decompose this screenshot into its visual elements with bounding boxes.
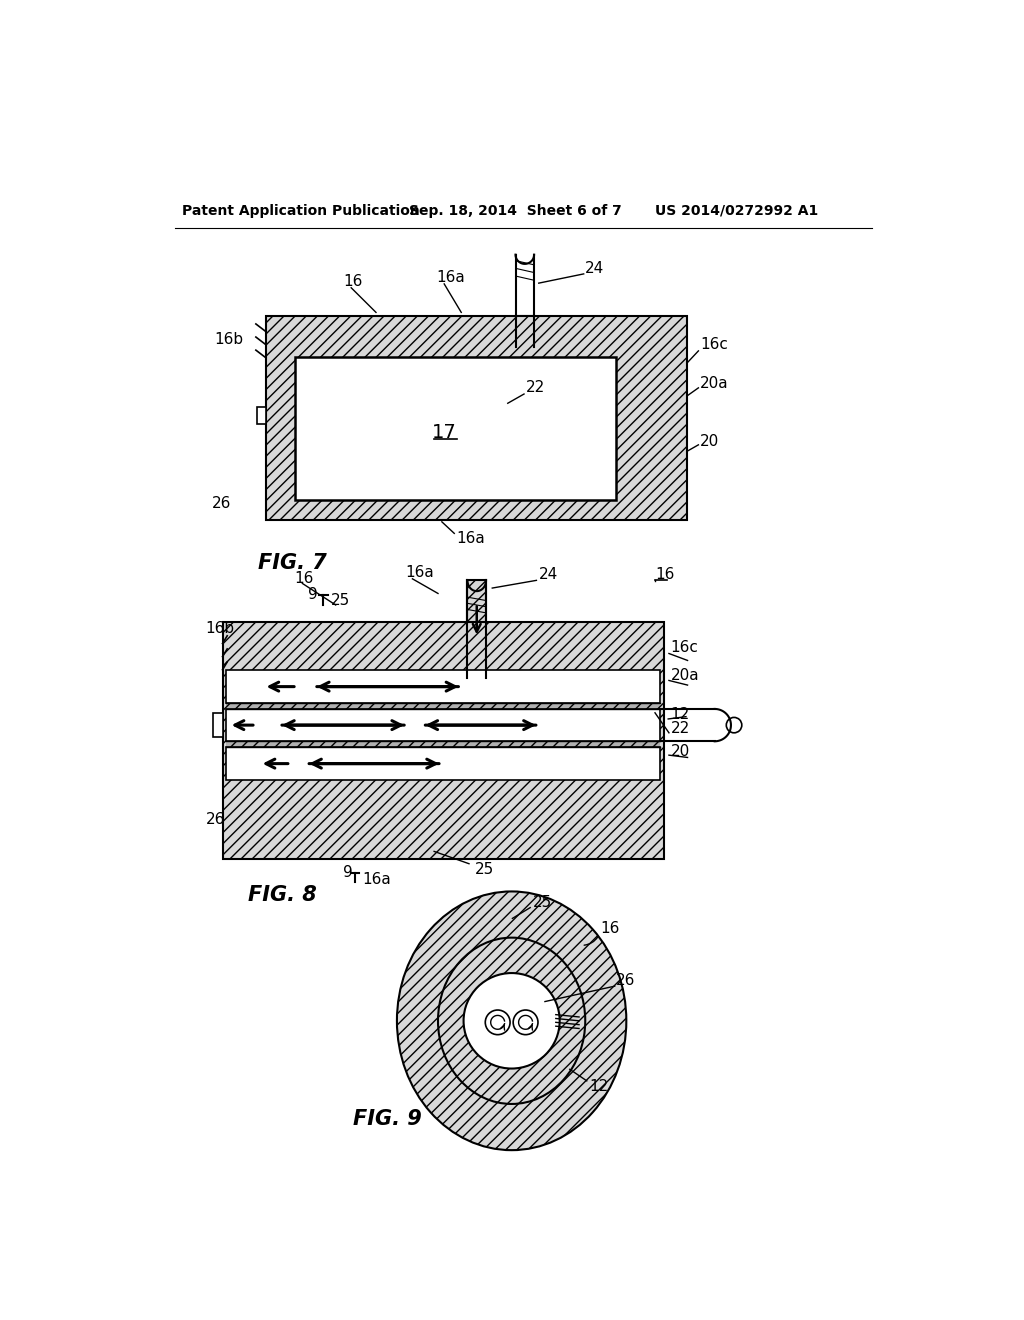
Text: 16b: 16b — [206, 620, 234, 636]
Text: 16: 16 — [601, 921, 621, 936]
Bar — [222, 622, 665, 859]
Text: 26: 26 — [616, 973, 636, 989]
Text: 25: 25 — [474, 862, 494, 878]
Text: 16: 16 — [343, 275, 362, 289]
Bar — [257, 407, 266, 424]
Circle shape — [485, 1010, 510, 1035]
Text: 20: 20 — [671, 743, 690, 759]
Text: 16: 16 — [295, 570, 314, 586]
Text: 16: 16 — [655, 566, 675, 582]
Bar — [226, 742, 660, 747]
Bar — [226, 671, 660, 702]
Text: 9: 9 — [343, 865, 352, 879]
Text: US 2014/0272992 A1: US 2014/0272992 A1 — [655, 203, 818, 218]
Bar — [226, 709, 660, 742]
Bar — [266, 317, 687, 520]
Circle shape — [513, 1010, 538, 1035]
Text: 16a: 16a — [362, 871, 391, 887]
Circle shape — [464, 973, 560, 1069]
Text: 17: 17 — [431, 422, 456, 442]
Text: 12: 12 — [589, 1078, 608, 1094]
Text: 26: 26 — [206, 812, 225, 826]
Text: FIG. 9: FIG. 9 — [352, 1109, 422, 1130]
Text: 26: 26 — [212, 496, 231, 511]
Bar — [515, 317, 535, 347]
Bar — [295, 358, 616, 499]
Text: Sep. 18, 2014  Sheet 6 of 7: Sep. 18, 2014 Sheet 6 of 7 — [409, 203, 622, 218]
Ellipse shape — [397, 891, 627, 1150]
Text: 16c: 16c — [700, 337, 728, 352]
Ellipse shape — [438, 937, 586, 1104]
Bar — [213, 713, 222, 738]
Text: 25: 25 — [532, 895, 552, 909]
Text: 25: 25 — [331, 593, 350, 609]
Text: 16b: 16b — [215, 331, 244, 347]
Bar — [226, 747, 660, 780]
Text: 22: 22 — [671, 721, 690, 735]
Text: 16a: 16a — [406, 565, 434, 581]
Text: FIG. 7: FIG. 7 — [258, 553, 327, 573]
Text: FIG. 8: FIG. 8 — [248, 886, 316, 906]
Text: Patent Application Publication: Patent Application Publication — [182, 203, 420, 218]
Text: 20a: 20a — [700, 376, 728, 391]
Text: 24: 24 — [586, 261, 604, 276]
Text: 20a: 20a — [671, 668, 699, 684]
Circle shape — [726, 718, 741, 733]
Bar — [467, 581, 486, 622]
Text: 22: 22 — [525, 380, 545, 396]
Text: 16a: 16a — [436, 271, 465, 285]
Text: 16a: 16a — [456, 531, 484, 545]
Bar — [226, 702, 660, 709]
Text: 12: 12 — [671, 706, 690, 722]
Text: 24: 24 — [539, 566, 558, 582]
Text: 9: 9 — [308, 586, 317, 602]
Text: 16c: 16c — [671, 640, 698, 655]
Text: 20: 20 — [700, 434, 719, 449]
